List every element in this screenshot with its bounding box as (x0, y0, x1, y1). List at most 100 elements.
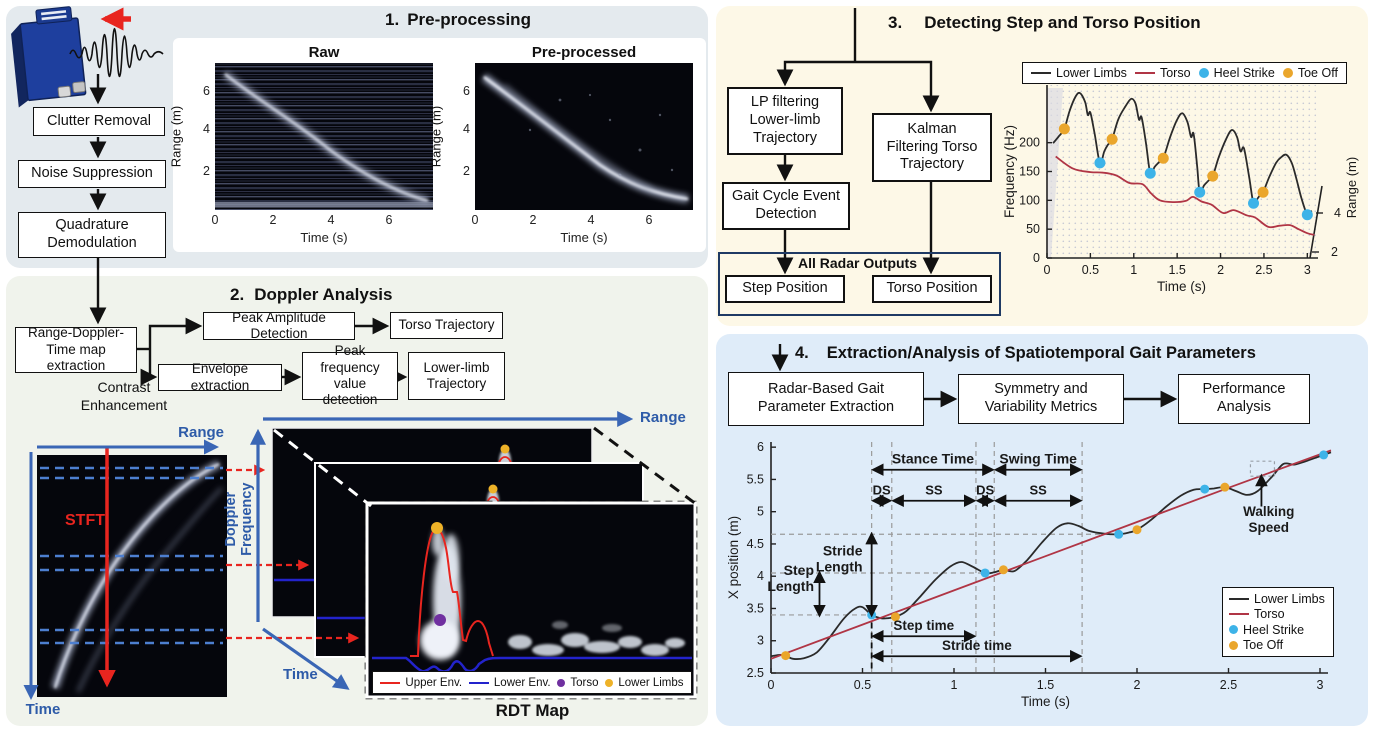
lower-limbs-swatch (1031, 72, 1052, 74)
legend-item-torso: Torso (1229, 607, 1285, 621)
heel-strike-swatch (1198, 68, 1209, 78)
lowerlimb-trajectory-box: Lower-limb Trajectory (408, 352, 505, 400)
heel-strike-swatch (1229, 625, 1238, 635)
torso-trajectory-box: Torso Trajectory (390, 312, 503, 339)
rdt-map-caption: RDT Map (495, 701, 570, 720)
legend-item-heel-strike: Heel Strike (1198, 66, 1275, 80)
all-radar-outputs-container (718, 252, 1001, 316)
legend-item-torso-dot: Torso (557, 676, 599, 689)
raw-xtick: 4 (327, 213, 335, 227)
raw-ytick: 6 (203, 84, 210, 98)
lower-limbs-label: Lower Limbs (1056, 66, 1127, 80)
noise-suppression-box: Noise Suppression (18, 160, 166, 188)
panel1-number: 1. (385, 10, 400, 29)
torso-position-box: Torso Position (872, 275, 992, 303)
raw-xtick: 6 (385, 213, 393, 227)
torso-dot-label: Torso (570, 676, 599, 689)
panel2-title: 2. Doppler Analysis (230, 285, 392, 305)
stft-label: STFT (65, 512, 105, 529)
quadrature-demodulation-box: Quadrature Demodulation (18, 212, 166, 258)
peak-amplitude-box: Peak Amplitude Detection (203, 309, 355, 341)
raw-ylabel: Range (m) (168, 105, 184, 168)
lower-env-swatch (468, 681, 489, 684)
pre-xtick: 6 (645, 213, 653, 227)
lp-filtering-box: LP filtering Lower-limb Trajectory (727, 87, 843, 155)
rdt-extraction-box: Range-Doppler-Time map extraction (15, 325, 137, 373)
legend-item-heel-strike: Heel Strike (1229, 623, 1304, 637)
kalman-filtering-box: Kalman Filtering Torso Trajectory (872, 113, 992, 182)
pre-ytick: 4 (463, 122, 470, 136)
lower-limbs-label: Lower Limbs (1254, 591, 1325, 606)
pre-ytick: 2 (463, 164, 470, 178)
contrast-enhancement-label: Contrast Enhancement (80, 379, 168, 413)
pre-xtick: 2 (529, 213, 537, 227)
lowerlimbs-dot-swatch (605, 678, 614, 687)
legend-item-lower-limbs: Lower Limbs (1031, 66, 1127, 80)
legend-item-lowerlimbs-dot: Lower Limbs (605, 676, 684, 689)
lower-limbs-swatch (1229, 597, 1249, 600)
rdt-map-legend: Upper Env. Lower Env. Torso Lower Limbs (372, 671, 692, 694)
pre-xlabel: Time (s) (560, 230, 608, 245)
stack-time-label: Time (283, 666, 318, 683)
panel3-number: 3. (888, 13, 903, 32)
step-position-label: Step Position (742, 280, 828, 297)
panel4-title: 4. Extraction/Analysis of Spatiotemporal… (795, 344, 1256, 363)
toe-off-label: Toe Off (1297, 66, 1338, 80)
panel2-number: 2. (230, 285, 245, 304)
panel1-title: 1. Pre-processing (385, 10, 531, 30)
pre-xtick: 4 (587, 213, 595, 227)
toe-off-label: Toe Off (1243, 638, 1284, 653)
raw-xtick: 2 (269, 213, 277, 227)
clutter-removal-label: Clutter Removal (47, 112, 151, 129)
step-position-box: Step Position (725, 275, 845, 303)
raw-xlabel: Time (s) (300, 230, 348, 245)
chart4-legend: Lower Limbs Torso Heel Strike Toe Off (1222, 587, 1334, 657)
upper-env-label: Upper Env. (405, 676, 463, 689)
panel2-title-text: Doppler Analysis (254, 285, 393, 304)
clutter-removal-box: Clutter Removal (33, 107, 165, 136)
pre-ylabel: Range (m) (428, 105, 444, 168)
preprocessed-plot-title: Pre-processed (531, 44, 637, 61)
chart3-legend: Lower Limbs Torso Heel Strike Toe Off (1022, 62, 1347, 84)
torso-label: Torso (1254, 607, 1285, 622)
legend-item-lower-limbs: Lower Limbs (1229, 592, 1325, 606)
all-radar-outputs-label: All Radar Outputs (797, 255, 917, 271)
lowerlimb-trajectory-label: Lower-limb Trajectory (423, 359, 490, 391)
peak-frequency-box: Peak frequency value detection (302, 343, 398, 407)
heel-strike-label: Heel Strike (1243, 622, 1305, 637)
torso-trajectory-label: Torso Trajectory (398, 317, 495, 333)
raw-plot-title: Raw (308, 44, 340, 61)
legend-item-upper-env: Upper Env. (380, 677, 462, 689)
symmetry-metrics-label: Symmetry and Variability Metrics (984, 381, 1098, 415)
quadrature-demodulation-label: Quadrature Demodulation (47, 217, 137, 251)
panel3-title: 3. Detecting Step and Torso Position (888, 13, 1201, 33)
heel-strike-label: Heel Strike (1213, 66, 1275, 80)
radar-gait-extraction-label: Radar-Based Gait Parameter Extraction (757, 381, 895, 415)
torso-dot-swatch (557, 678, 566, 687)
performance-analysis-label: Performance Analysis (1202, 381, 1286, 415)
toe-off-swatch (1229, 640, 1238, 650)
performance-analysis-box: Performance Analysis (1178, 374, 1310, 424)
panel4-title-text: Extraction/Analysis of Spatiotemporal Ga… (826, 344, 1256, 362)
torso-swatch (1229, 613, 1249, 616)
torso-label: Torso (1159, 66, 1191, 80)
pre-xtick: 0 (471, 213, 479, 227)
symmetry-metrics-box: Symmetry and Variability Metrics (958, 374, 1124, 424)
lowerlimbs-dot-label: Lower Limbs (618, 676, 684, 689)
noise-suppression-label: Noise Suppression (31, 165, 153, 182)
lower-env-label: Lower Env. (493, 676, 551, 689)
doppler-frequency-label: Doppler Frequency (222, 482, 255, 556)
raw-ytick: 4 (203, 122, 210, 136)
gait-cycle-box: Gait Cycle Event Detection (722, 182, 850, 230)
stack-range-label: Range (640, 409, 686, 426)
gait-cycle-label: Gait Cycle Event Detection (732, 188, 840, 222)
panel4-number: 4. (795, 344, 809, 362)
panel1-title-text: Pre-processing (407, 10, 531, 29)
torso-swatch (1134, 72, 1155, 74)
radar-gait-extraction-box: Radar-Based Gait Parameter Extraction (728, 372, 924, 426)
legend-item-toe-off: Toe Off (1282, 66, 1338, 80)
stft-range-label: Range (178, 424, 224, 441)
peak-amplitude-label: Peak Amplitude Detection (232, 309, 326, 341)
toe-off-swatch (1282, 68, 1293, 78)
